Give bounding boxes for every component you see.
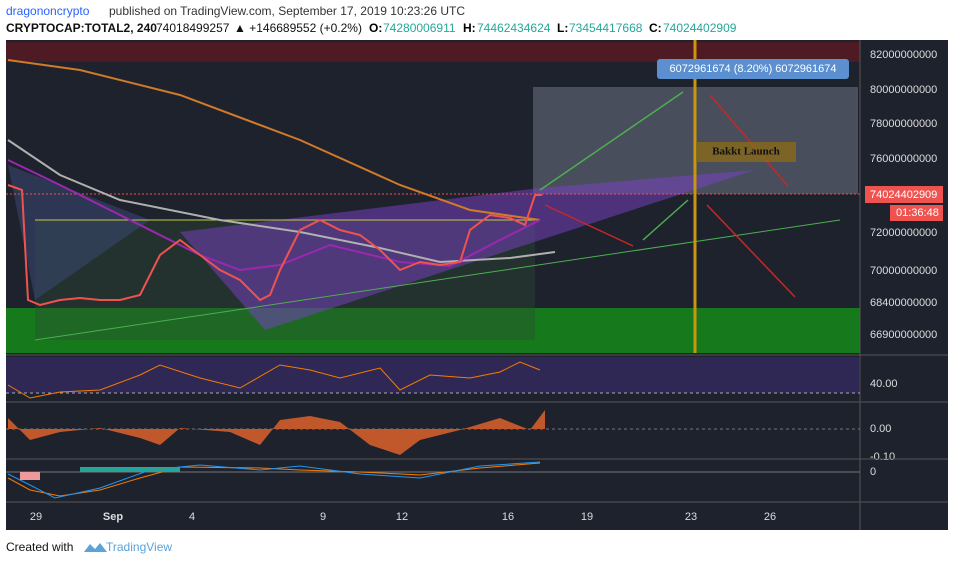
publisher[interactable]: dragononcrypto (6, 4, 90, 18)
price-tick: 76000000000 (870, 153, 937, 165)
ohlc-value: 74280006911 (383, 21, 456, 35)
footer-text: Created with (6, 540, 73, 554)
price-tick: 68400000000 (870, 297, 937, 309)
time-tick: 19 (581, 511, 593, 523)
ohlc: O: 74280006911 H: 74462434624 L: 7345441… (369, 21, 737, 35)
price-tick: 66900000000 (870, 329, 937, 341)
time-tick: 29 (30, 511, 42, 523)
axis-bg (860, 40, 948, 530)
macd-line (7, 461, 541, 499)
ma-200 (7, 59, 541, 221)
price-tick: 70000000000 (870, 265, 937, 277)
price-tick: 80000000000 (870, 84, 937, 96)
time-tick: 4 (189, 511, 195, 523)
ohlc-label: O: (369, 21, 382, 35)
rsi-tick: 40.00 (870, 378, 898, 390)
time-tick: 16 (502, 511, 514, 523)
arrow (642, 199, 689, 241)
arrow (706, 204, 796, 298)
time-tick: Sep (103, 511, 123, 523)
arrow (709, 94, 789, 187)
annotation: Bakkt Launch (712, 146, 780, 158)
wedge-left (8, 165, 150, 300)
ohlc-label: L: (557, 21, 568, 35)
time-tick: 9 (320, 511, 326, 523)
measure-label: 6072961674 (8.20%) 6072961674 (670, 63, 837, 75)
rsi-line (7, 361, 541, 399)
change: ▲ +146689552 (+0.2%) (234, 21, 362, 35)
price-tick: 82000000000 (870, 49, 937, 61)
ohlc-value: 74024402909 (663, 21, 737, 35)
macd-signal (7, 462, 541, 497)
price-series (7, 184, 542, 307)
macd-hist (20, 472, 40, 480)
countdown-bg (890, 205, 943, 221)
arrows (539, 91, 796, 298)
arrow (539, 91, 684, 191)
annotation-bg (696, 142, 796, 162)
ohlc-value: 74462434624 (477, 21, 551, 35)
price-tick: 72000000000 (870, 227, 937, 239)
time-axis: 29 Sep 4 9 12 16 19 23 26 (30, 511, 776, 523)
price-tag-bg (865, 186, 943, 203)
ma-50 (7, 159, 541, 272)
time-tick: 26 (764, 511, 776, 523)
published: published on TradingView.com, September … (109, 4, 465, 18)
histogram (8, 410, 545, 455)
arrow (544, 204, 634, 247)
time-tick: 12 (396, 511, 408, 523)
time-tick: 23 (685, 511, 697, 523)
chart-bg (6, 40, 948, 530)
wedge (180, 170, 755, 330)
measure-label-bg (657, 59, 849, 79)
hist-tick: 0.00 (870, 423, 891, 435)
price-axis: 82000000000 80000000000 78000000000 7600… (870, 49, 937, 341)
footer-brand[interactable]: TradingView (106, 540, 172, 554)
ohlc-label: C: (649, 21, 662, 35)
price-tick: 78000000000 (870, 118, 937, 130)
hist-tick: -0.10 (870, 451, 895, 463)
macd-tick: 0 (870, 466, 876, 478)
ohlc-label: H: (463, 21, 476, 35)
macd-hist (80, 467, 180, 472)
logo (84, 543, 107, 552)
ohlc-value: 73454417668 (569, 21, 643, 35)
resistance-zone (6, 42, 860, 62)
last: 74018499257 (156, 21, 230, 35)
trendline (34, 219, 841, 341)
countdown: 01:36:48 (896, 207, 939, 219)
support-zone (6, 308, 860, 353)
price-tag: 74024402909 (870, 189, 937, 201)
symbol: CRYPTOCAP:TOTAL2, 240 (6, 21, 157, 35)
